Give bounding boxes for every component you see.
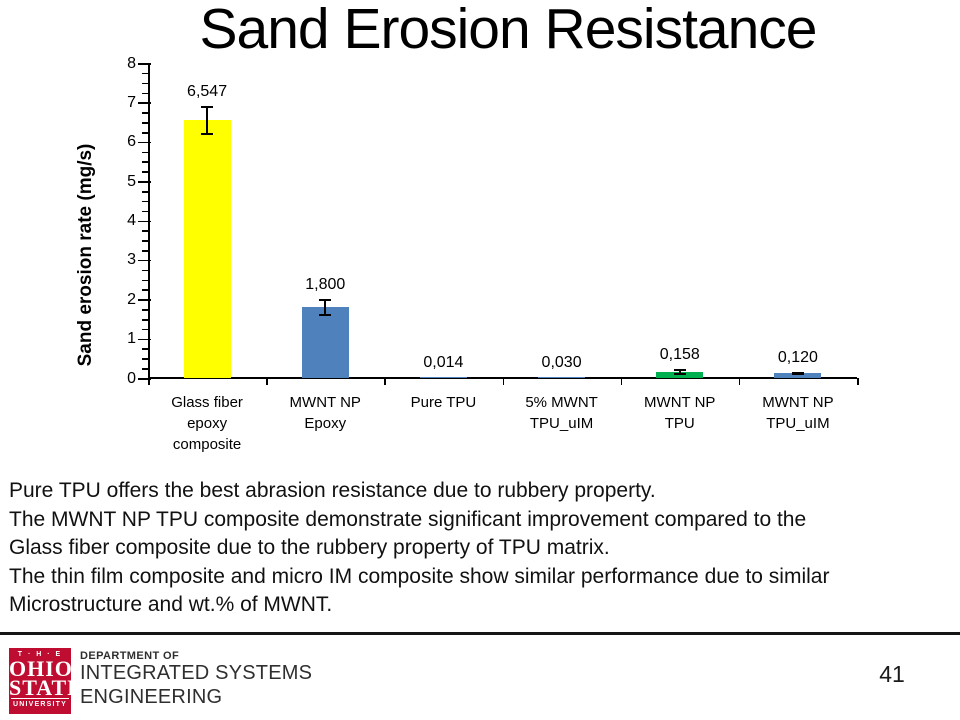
y-tick-label: 7 bbox=[127, 93, 136, 111]
bar-value-label: 6,547 bbox=[187, 83, 228, 101]
y-minor-tick bbox=[142, 200, 148, 203]
x-category-label: Glass fiber epoxy composite bbox=[171, 394, 243, 453]
y-major-tick bbox=[138, 259, 151, 262]
y-minor-tick bbox=[142, 92, 148, 95]
x-tick bbox=[148, 378, 150, 385]
bar bbox=[774, 373, 822, 378]
y-major-tick bbox=[138, 181, 151, 183]
engineering-label: ENGINEERING bbox=[80, 686, 223, 708]
bar-value-label: 0,014 bbox=[423, 354, 464, 372]
error-bar-cap bbox=[791, 372, 804, 374]
y-tick-label: 2 bbox=[127, 290, 136, 308]
y-major-tick bbox=[138, 220, 151, 223]
bar-value-label: 1,800 bbox=[305, 276, 346, 294]
y-major-tick bbox=[138, 141, 151, 144]
x-category-label: 5% MWNT TPU_uIM bbox=[525, 394, 598, 432]
bar bbox=[656, 371, 704, 378]
bar-value-label: 0,030 bbox=[541, 353, 582, 371]
y-minor-tick bbox=[142, 358, 148, 360]
y-minor-tick bbox=[142, 82, 148, 85]
x-tick bbox=[266, 378, 268, 385]
bar bbox=[419, 377, 467, 378]
y-minor-tick bbox=[142, 309, 148, 311]
y-tick-label: 0 bbox=[127, 369, 136, 387]
y-minor-tick bbox=[142, 368, 148, 370]
y-minor-tick bbox=[142, 72, 148, 75]
y-tick-label: 8 bbox=[127, 54, 136, 72]
slide-title: Sand Erosion Resistance bbox=[199, 0, 817, 61]
logo-the-text: T · H · E bbox=[17, 651, 63, 658]
error-bar-line bbox=[678, 369, 681, 375]
logo-university-text: UNIVERSITY bbox=[11, 698, 69, 710]
y-minor-tick bbox=[142, 171, 148, 173]
notes-line: Glass fiber composite due to the rubbery… bbox=[9, 536, 610, 560]
bar bbox=[301, 307, 349, 378]
x-tick bbox=[502, 378, 505, 385]
y-axis-title: Sand erosion rate (mg/s) bbox=[75, 143, 96, 367]
y-major-tick bbox=[138, 63, 151, 65]
y-tick-label: 1 bbox=[127, 330, 136, 348]
notes-line: The MWNT NP TPU composite demonstrate si… bbox=[9, 507, 807, 531]
x-tick bbox=[384, 378, 386, 385]
y-minor-tick bbox=[142, 240, 148, 242]
x-axis-line bbox=[148, 377, 857, 379]
y-minor-tick bbox=[142, 269, 148, 272]
notes-line: Pure TPU offers the best abrasion resist… bbox=[9, 479, 656, 502]
bar-value-label: 0,158 bbox=[659, 346, 700, 364]
x-category-label: MWNT NP TPU_uIM bbox=[762, 394, 834, 432]
y-minor-tick bbox=[142, 230, 148, 232]
y-major-tick bbox=[138, 299, 151, 301]
bar-value-label: 0,120 bbox=[777, 349, 818, 367]
error-bar-cap bbox=[791, 373, 804, 376]
bar bbox=[538, 376, 586, 378]
error-bar-cap bbox=[673, 369, 686, 371]
page-number: 41 bbox=[879, 661, 905, 687]
y-minor-tick bbox=[142, 190, 148, 193]
y-minor-tick bbox=[142, 348, 148, 351]
y-minor-tick bbox=[142, 318, 148, 321]
logo-ohio-text: OHIO bbox=[9, 656, 73, 681]
x-category-label: MWNT NP Epoxy bbox=[289, 394, 361, 432]
y-minor-tick bbox=[142, 112, 148, 114]
y-minor-tick bbox=[142, 131, 148, 134]
x-tick bbox=[620, 378, 623, 385]
notes-line: The thin film composite and micro IM com… bbox=[9, 564, 830, 588]
y-minor-tick bbox=[142, 250, 148, 252]
y-tick-label: 5 bbox=[127, 172, 136, 190]
y-minor-tick bbox=[142, 328, 148, 331]
y-minor-tick bbox=[142, 289, 148, 291]
error-bar-cap bbox=[673, 373, 686, 375]
notes-line: Microstructure and wt.% of MWNT. bbox=[9, 593, 333, 617]
x-category-label: Pure TPU bbox=[410, 394, 477, 411]
bar bbox=[183, 120, 231, 378]
department-of-label: DEPARTMENT OF bbox=[80, 650, 180, 662]
y-major-tick bbox=[138, 378, 151, 380]
x-tick bbox=[738, 378, 741, 385]
integrated-systems-label: INTEGRATED SYSTEMS bbox=[80, 662, 313, 684]
ohio-state-logo: T · H · E OHIO STATE UNIVERSITY bbox=[9, 648, 83, 714]
error-bar-line bbox=[206, 106, 208, 134]
error-bar-cap bbox=[319, 299, 332, 301]
y-major-tick bbox=[138, 102, 151, 104]
y-minor-tick bbox=[142, 279, 148, 282]
y-tick-label: 6 bbox=[127, 133, 136, 151]
chart: Sand erosion rate (mg/s) 0 1 2 3 4 5 6 7 8 6,547 G… bbox=[75, 54, 859, 453]
x-category-label: MWNT NP TPU bbox=[644, 394, 716, 432]
y-tick-label: 4 bbox=[127, 212, 136, 229]
logo-state-text: STATE bbox=[9, 675, 83, 700]
error-bar-cap bbox=[319, 314, 332, 316]
x-tick bbox=[857, 378, 859, 385]
y-minor-tick bbox=[142, 210, 148, 213]
notes-block: Pure TPU offers the best abrasion resist… bbox=[9, 477, 955, 620]
error-bar-cap bbox=[201, 106, 214, 109]
y-minor-tick bbox=[142, 122, 148, 124]
y-major-tick bbox=[138, 338, 151, 341]
error-bar-cap bbox=[201, 132, 214, 135]
error-bar-line bbox=[324, 299, 327, 315]
y-minor-tick bbox=[142, 161, 148, 164]
y-minor-tick bbox=[142, 151, 148, 154]
footer-divider bbox=[0, 632, 960, 635]
y-tick-label: 3 bbox=[127, 251, 136, 269]
